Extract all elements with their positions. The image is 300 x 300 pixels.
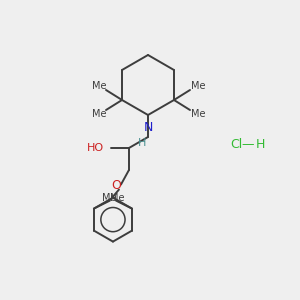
Text: Me: Me: [92, 81, 106, 91]
Text: H: H: [255, 139, 265, 152]
Text: N: N: [143, 121, 153, 134]
Text: —: —: [242, 139, 254, 152]
Text: Me: Me: [92, 109, 106, 119]
Text: HO: HO: [87, 143, 104, 153]
Text: Me: Me: [191, 81, 205, 91]
Text: Me: Me: [110, 193, 124, 202]
Text: Me: Me: [102, 193, 116, 202]
Text: Cl: Cl: [230, 139, 242, 152]
Text: H: H: [138, 138, 146, 148]
Text: O: O: [111, 179, 121, 192]
Text: Me: Me: [191, 109, 205, 119]
